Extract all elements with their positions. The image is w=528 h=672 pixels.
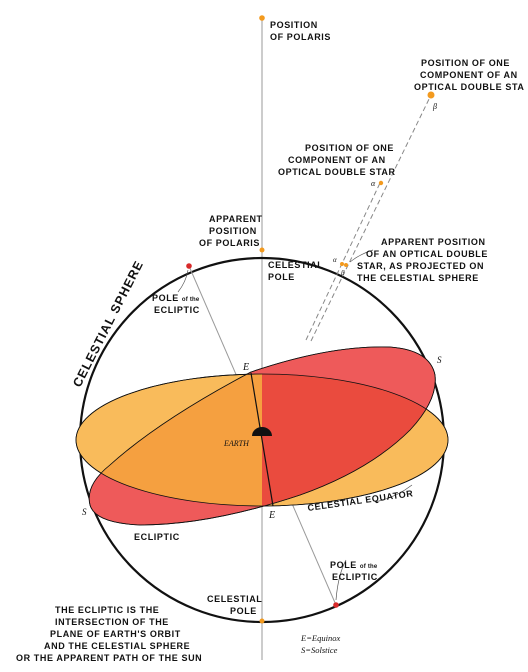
equinox-top-label: E <box>242 362 249 373</box>
pointer-apparent-double <box>349 249 374 263</box>
equinox-line <box>250 372 274 507</box>
sightline-alpha <box>305 182 381 341</box>
pole-ecliptic-bottom-label-1: POLE of the <box>330 560 378 570</box>
note-line-5: OR THE APPARENT PATH OF THE SUN <box>16 653 202 663</box>
pole-ecliptic-top-label-2: ECLIPTIC <box>154 305 200 315</box>
apparent-polaris-label-1: APPARENT <box>209 214 263 224</box>
apparent-polaris-label-2: POSITION <box>209 226 257 236</box>
polaris-label: POSITION <box>270 20 318 30</box>
earth-icon <box>252 427 272 436</box>
beta-upper-label: β <box>432 102 437 111</box>
pointer-pole-ecliptic-bottom <box>335 559 347 601</box>
projected-beta-icon <box>344 263 348 267</box>
pointer-celestial-equator <box>374 484 413 503</box>
alpha-lower-label: α <box>333 256 337 264</box>
ecliptic-pole-top-icon <box>186 263 192 269</box>
note-line-4: AND THE CELESTIAL SPHERE <box>44 641 190 651</box>
sightline-beta <box>310 94 432 342</box>
double-far-label-1: POSITION OF ONE <box>421 58 510 68</box>
apparent-polaris-label-3: OF POLARIS <box>199 238 260 248</box>
apparent-double-label-4: THE CELESTIAL SPHERE <box>357 273 479 283</box>
star-alpha-near-icon <box>378 180 384 186</box>
ecliptic-pole-bottom-icon <box>333 602 339 608</box>
polaris-label-2: OF POLARIS <box>270 32 331 42</box>
double-near-label-3: OPTICAL DOUBLE STAR <box>278 167 396 177</box>
alpha-upper-label: α <box>371 179 376 188</box>
solstice-left-label: S <box>82 507 87 517</box>
legend-solstice: S=Solstice <box>301 645 338 655</box>
celestial-pole-top-label-1: CELESTIAL <box>268 260 323 270</box>
legend-equinox: E=Equinox <box>300 633 340 643</box>
ecliptic-label: ECLIPTIC <box>134 532 180 542</box>
double-near-label-1: POSITION OF ONE <box>305 143 394 153</box>
note-line-3: PLANE OF EARTH'S ORBIT <box>50 629 181 639</box>
double-far-label-2: COMPONENT OF AN <box>420 70 518 80</box>
celestial-pole-bottom-label-1: CELESTIAL <box>207 594 262 604</box>
pointer-pole-ecliptic-top <box>177 269 189 293</box>
double-far-label-3: OPTICAL DOUBLE STA <box>414 82 524 92</box>
pole-ecliptic-top-label-1: POLE of the <box>152 293 200 303</box>
projected-alpha-icon <box>340 262 344 266</box>
celestial-pole-top-label-2: POLE <box>268 272 295 282</box>
apparent-double-label-3: STAR, AS PROJECTED ON <box>357 261 484 271</box>
celestial-pole-bottom-icon <box>259 618 265 624</box>
beta-lower-label: β <box>340 269 345 277</box>
pole-ecliptic-bottom-label-2: ECLIPTIC <box>332 572 378 582</box>
apparent-double-label-1: APPARENT POSITION <box>381 237 486 247</box>
apparent-polaris-icon <box>259 247 265 253</box>
note-line-2: INTERSECTION OF THE <box>55 617 169 627</box>
equinox-bottom-label: E <box>268 510 275 521</box>
double-near-label-2: COMPONENT OF AN <box>288 155 386 165</box>
note-line-1: THE ECLIPTIC IS THE <box>55 605 159 615</box>
celestial-sphere-label: CELESTIAL SPHERE <box>70 258 146 389</box>
polaris-star-icon <box>259 15 265 21</box>
solstice-right-label: S <box>437 355 442 365</box>
celestial-pole-bottom-label-2: POLE <box>230 606 257 616</box>
star-beta-far-icon <box>427 91 435 99</box>
earth-label: EARTH <box>223 439 250 448</box>
apparent-double-label-2: OF AN OPTICAL DOUBLE <box>366 249 488 259</box>
